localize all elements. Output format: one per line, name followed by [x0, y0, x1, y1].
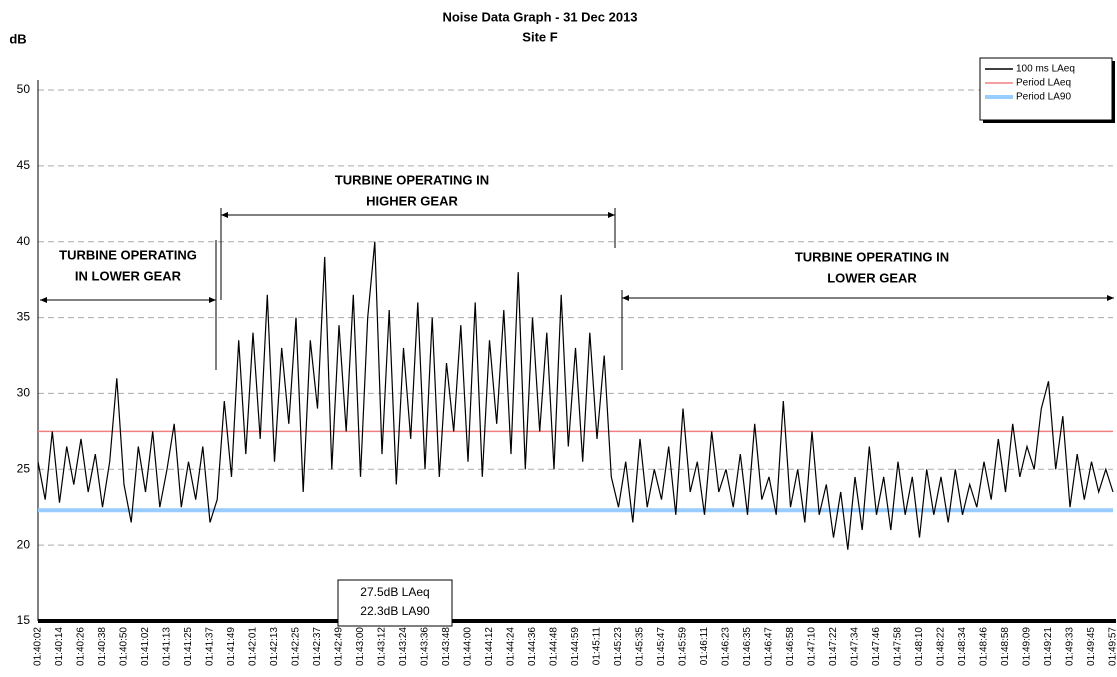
x-tick-label: 01:42:49: [334, 627, 345, 666]
y-axis-label: dB: [9, 31, 26, 46]
text-box: [337, 579, 453, 627]
y-tick-label: 50: [17, 82, 31, 96]
x-tick-label: 01:49:21: [1043, 627, 1054, 666]
x-tick-label: 01:46:35: [742, 627, 753, 666]
x-tick-label: 01:44:48: [549, 627, 560, 666]
x-tick-label: 01:43:24: [398, 627, 409, 666]
y-tick-label: 40: [17, 234, 31, 248]
x-tick-label: 01:47:46: [871, 627, 882, 666]
x-tick-label: 01:48:10: [914, 627, 925, 666]
y-tick-label: 20: [17, 537, 31, 551]
annotation-text: IN LOWER GEAR: [75, 268, 182, 283]
x-tick-label: 01:48:46: [979, 627, 990, 666]
annotation-text: HIGHER GEAR: [366, 193, 458, 208]
chart-title: Noise Data Graph - 31 Dec 2013: [442, 9, 637, 24]
y-tick-label: 45: [17, 158, 31, 172]
x-tick-label: 01:45:59: [678, 627, 689, 666]
legend-label: Period LAeq: [1016, 78, 1071, 89]
x-tick-label: 01:49:45: [1086, 627, 1097, 666]
x-tick-label: 01:42:13: [269, 627, 280, 666]
x-tick-label: 01:42:25: [291, 627, 302, 666]
x-tick-label: 01:49:57: [1108, 627, 1117, 666]
x-tick-label: 01:41:02: [140, 627, 151, 666]
x-tick-label: 01:45:11: [592, 627, 603, 666]
y-tick-label: 15: [17, 613, 31, 627]
x-tick-label: 01:40:02: [33, 627, 44, 666]
x-tick-label: 01:46:47: [764, 627, 775, 666]
x-tick-label: 01:46:58: [785, 627, 796, 666]
x-tick-label: 01:41:49: [226, 627, 237, 666]
x-tick-label: 01:49:33: [1065, 627, 1076, 666]
x-tick-label: 01:48:34: [957, 627, 968, 666]
x-tick-label: 01:44:24: [506, 627, 517, 666]
x-tick-label: 01:42:01: [248, 627, 259, 666]
text-box-line: 27.5dB LAeq: [360, 585, 429, 599]
text-box-line: 22.3dB LA90: [360, 604, 430, 618]
data-line: [37, 241, 1114, 550]
annotation-text: TURBINE OPERATING IN: [335, 172, 489, 187]
x-tick-label: 01:49:09: [1022, 627, 1033, 666]
legend-label: 100 ms LAeq: [1016, 64, 1075, 75]
y-tick-label: 35: [17, 310, 31, 324]
x-tick-label: 01:43:36: [420, 627, 431, 666]
x-tick-label: 01:48:58: [1000, 627, 1011, 666]
x-tick-label: 01:47:58: [893, 627, 904, 666]
annotation-text: TURBINE OPERATING: [59, 247, 197, 262]
annotation-text: TURBINE OPERATING IN: [795, 249, 949, 264]
x-tick-label: 01:48:22: [936, 627, 947, 666]
x-tick-label: 01:44:12: [484, 627, 495, 666]
x-tick-label: 01:42:37: [312, 627, 323, 666]
x-tick-label: 01:45:35: [635, 627, 646, 666]
x-tick-label: 01:46:23: [721, 627, 732, 666]
x-tick-label: 01:46:11: [699, 627, 710, 666]
x-tick-label: 01:41:13: [162, 627, 173, 666]
y-tick-label: 30: [17, 386, 31, 400]
x-tick-label: 01:45:23: [613, 627, 624, 666]
x-tick-label: 01:44:36: [527, 627, 538, 666]
x-tick-label: 01:41:37: [205, 627, 216, 666]
x-tick-label: 01:43:48: [441, 627, 452, 666]
annotation-text: LOWER GEAR: [827, 270, 917, 285]
legend-label: Period LA90: [1016, 92, 1071, 103]
x-tick-label: 01:41:25: [183, 627, 194, 666]
x-tick-label: 01:43:00: [355, 627, 366, 666]
x-tick-label: 01:40:50: [119, 627, 130, 666]
x-tick-label: 01:40:14: [54, 627, 65, 666]
x-tick-label: 01:44:59: [570, 627, 581, 666]
x-tick-label: 01:40:26: [76, 627, 87, 666]
x-tick-label: 01:47:34: [850, 627, 861, 666]
x-tick-label: 01:43:12: [377, 627, 388, 666]
y-tick-label: 25: [17, 461, 31, 475]
x-tick-label: 01:40:38: [97, 627, 108, 666]
chart-subtitle: Site F: [522, 29, 557, 44]
x-tick-label: 01:44:00: [463, 627, 474, 666]
x-tick-label: 01:47:10: [807, 627, 818, 666]
legend: [979, 57, 1113, 121]
x-tick-label: 01:47:22: [828, 627, 839, 666]
x-tick-label: 01:45:47: [656, 627, 667, 666]
